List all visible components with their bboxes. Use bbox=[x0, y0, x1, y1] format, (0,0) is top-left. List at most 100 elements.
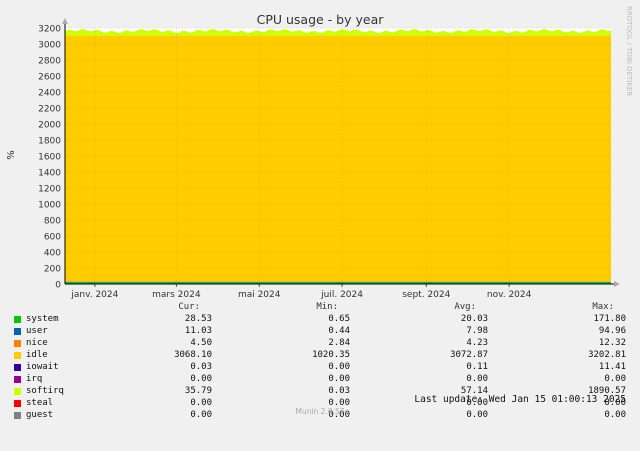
legend-swatch-user bbox=[14, 328, 21, 335]
legend-name: user bbox=[26, 326, 48, 336]
legend-row-iowait: iowait 0.03 0.00 0.11 11.41 bbox=[0, 362, 640, 374]
header-min: Min: bbox=[316, 302, 338, 312]
legend-max-value: 0.00 bbox=[604, 398, 626, 408]
legend-avg-value: 4.23 bbox=[466, 338, 488, 348]
legend-max-value: 11.41 bbox=[598, 362, 626, 372]
legend-name: system bbox=[26, 314, 59, 324]
legend-row-system: system 28.53 0.65 20.03 171.80 bbox=[0, 314, 640, 326]
legend-header-row: Cur: Min: Avg: Max: bbox=[0, 302, 640, 314]
legend-min-value: 2.84 bbox=[328, 338, 350, 348]
rrdtool-watermark: RRDTOOL / TOBI OETIKER bbox=[625, 6, 633, 96]
y-tick-1400: 1400 bbox=[38, 169, 61, 179]
legend-min-value: 0.44 bbox=[328, 326, 350, 336]
legend-cur-value: 4.50 bbox=[190, 338, 212, 348]
x-tick-2024-09-01: sept. 2024 bbox=[402, 290, 450, 300]
legend-cur-value: 35.79 bbox=[184, 386, 212, 396]
legend-cur-value: 3068.10 bbox=[174, 350, 212, 360]
area-softirq bbox=[65, 28, 611, 36]
legend-row-user: user 11.03 0.44 7.98 94.96 bbox=[0, 326, 640, 338]
legend-row-softirq: softirq 35.79 0.03 57.14 1890.57 bbox=[0, 386, 640, 398]
legend-cur-value: 0.00 bbox=[190, 410, 212, 420]
y-tick-3000: 3000 bbox=[38, 41, 61, 51]
legend-min-value: 0.00 bbox=[328, 362, 350, 372]
legend-avg-value: 0.11 bbox=[466, 362, 488, 372]
legend-avg-value: 0.00 bbox=[466, 398, 488, 408]
legend-min-value: 1020.35 bbox=[312, 350, 350, 360]
legend-name: irq bbox=[26, 374, 43, 384]
y-tick-2400: 2400 bbox=[38, 89, 61, 99]
legend-avg-value: 0.00 bbox=[466, 374, 488, 384]
cpu-usage-chart: 0 200 400 600 800 1000 1200 1400 1600 1800 2000 220… bbox=[6, 6, 633, 300]
legend-min-value: 0.00 bbox=[328, 398, 350, 408]
y-tick-1000: 1000 bbox=[38, 201, 61, 211]
x-tick-2024-03-01: mars 2024 bbox=[152, 290, 201, 300]
y-tick-0: 0 bbox=[55, 281, 61, 291]
x-tick-2024-05-01: mai 2024 bbox=[238, 290, 281, 300]
chart-title: CPU usage - by year bbox=[257, 12, 385, 27]
legend-name: steal bbox=[26, 398, 54, 408]
legend-max-value: 3202.81 bbox=[588, 350, 626, 360]
x-axis-arrow-icon bbox=[614, 281, 620, 287]
legend-cur-value: 28.53 bbox=[184, 314, 212, 324]
legend-name: guest bbox=[26, 410, 54, 420]
legend-max-value: 0.00 bbox=[604, 374, 626, 384]
legend-row-steal: steal 0.00 0.00 0.00 0.00 bbox=[0, 398, 640, 410]
legend-cur-value: 0.03 bbox=[190, 362, 212, 372]
y-tick-1800: 1800 bbox=[38, 137, 61, 147]
legend-max-value: 12.32 bbox=[598, 338, 626, 348]
y-tick-2000: 2000 bbox=[38, 121, 61, 131]
legend-max-value: 94.96 bbox=[598, 326, 626, 336]
legend-name: idle bbox=[26, 350, 48, 360]
legend-swatch-irq bbox=[14, 376, 21, 383]
legend-max-value: 1890.57 bbox=[588, 386, 626, 396]
stacked-area-group bbox=[65, 28, 611, 284]
y-tick-3200: 3200 bbox=[38, 25, 61, 35]
legend-name: iowait bbox=[26, 362, 59, 372]
legend-avg-value: 7.98 bbox=[466, 326, 488, 336]
legend-swatch-system bbox=[14, 316, 21, 323]
legend-avg-value: 57.14 bbox=[460, 386, 488, 396]
y-tick-2800: 2800 bbox=[38, 57, 61, 67]
y-tick-600: 600 bbox=[44, 233, 61, 243]
x-tick-2024-11-01: nov. 2024 bbox=[487, 290, 532, 300]
last-update-text: Last update: Wed Jan 15 01:00:13 2025 bbox=[414, 394, 626, 405]
y-tick-1600: 1600 bbox=[38, 153, 61, 163]
legend-min-value: 0.00 bbox=[328, 374, 350, 384]
legend-row-irq: irq 0.00 0.00 0.00 0.00 bbox=[0, 374, 640, 386]
y-tick-200: 200 bbox=[44, 265, 61, 275]
x-tick-labels: janv. 2024 mars 2024 mai 2024 juil. 2024 sep… bbox=[70, 284, 532, 300]
legend-cur-value: 0.00 bbox=[190, 398, 212, 408]
x-tick-2024-07-01: juil. 2024 bbox=[320, 290, 363, 300]
legend-avg-value: 0.00 bbox=[466, 410, 488, 420]
y-axis-arrow-icon bbox=[62, 18, 68, 24]
legend-cur-value: 11.03 bbox=[184, 326, 212, 336]
legend-name: softirq bbox=[26, 386, 64, 396]
legend-swatch-iowait bbox=[14, 364, 21, 371]
area-user bbox=[65, 281, 611, 283]
legend-swatch-nice bbox=[14, 340, 21, 347]
y-tick-labels: 0 200 400 600 800 1000 1200 1400 1600 1800 2000 220… bbox=[38, 25, 61, 291]
legend-max-value: 171.80 bbox=[593, 314, 626, 324]
munin-version: Munin 2.0.57 bbox=[295, 407, 345, 416]
legend-row-guest: guest 0.00 0.00 0.00 0.00 bbox=[0, 410, 640, 422]
legend-cur-value: 0.00 bbox=[190, 374, 212, 384]
legend-swatch-softirq bbox=[14, 388, 21, 395]
y-tick-400: 400 bbox=[44, 249, 61, 259]
y-tick-2600: 2600 bbox=[38, 73, 61, 83]
legend-avg-value: 3072.87 bbox=[450, 350, 488, 360]
y-axis-label: % bbox=[6, 150, 17, 160]
legend-min-value: 0.03 bbox=[328, 386, 350, 396]
legend-name: nice bbox=[26, 338, 48, 348]
legend-max-value: 0.00 bbox=[604, 410, 626, 420]
header-cur: Cur: bbox=[178, 302, 200, 312]
y-tick-2200: 2200 bbox=[38, 105, 61, 115]
legend-row-nice: nice 4.50 2.84 4.23 12.32 bbox=[0, 338, 640, 350]
grid-group bbox=[65, 27, 611, 285]
y-tick-800: 800 bbox=[44, 217, 61, 227]
header-max: Max: bbox=[592, 302, 614, 312]
area-idle bbox=[65, 35, 611, 282]
y-tick-1200: 1200 bbox=[38, 185, 61, 195]
legend-min-value: 0.00 bbox=[328, 410, 350, 420]
legend-min-value: 0.65 bbox=[328, 314, 350, 324]
legend-row-idle: idle 3068.10 1020.35 3072.87 3202.81 bbox=[0, 350, 640, 362]
